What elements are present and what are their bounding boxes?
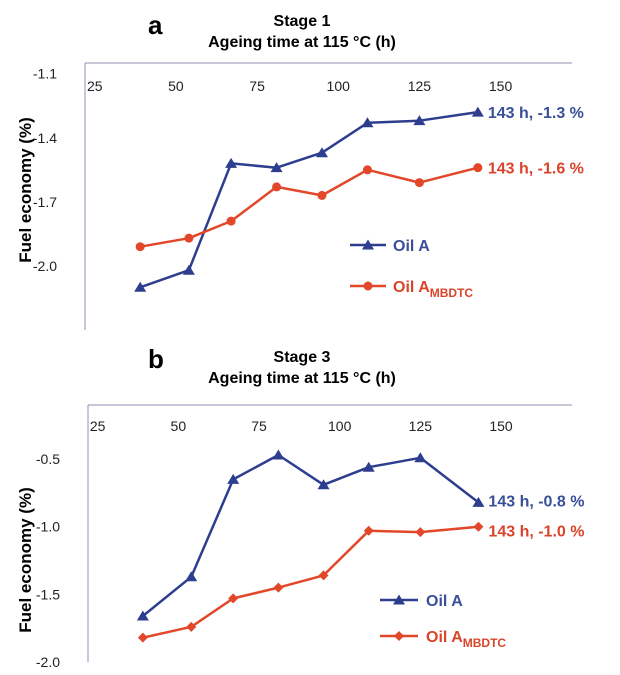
data-point-marker: [182, 264, 195, 275]
legend-label: Oil AMBDTC: [426, 629, 506, 650]
x-tick-label: 75: [251, 418, 267, 434]
data-point-marker: [363, 525, 374, 536]
series-layer: 143 h, -0.8 % 143 h, -1.0 %: [136, 449, 584, 643]
legend-label: Oil A: [426, 593, 463, 610]
data-point-marker: [317, 190, 327, 200]
legend-triangle-marker: [362, 239, 374, 250]
data-point-marker: [137, 632, 148, 643]
data-point-marker: [186, 621, 197, 632]
x-tick-label: 150: [489, 418, 513, 434]
x-tick-label: 25: [90, 418, 106, 434]
y-axis-label: Fuel economy (%): [16, 487, 35, 632]
data-point-marker: [226, 216, 236, 226]
data-point-marker: [471, 106, 484, 117]
panel-a: a Stage 1 Ageing time at 115 °C (h) Fuel…: [16, 10, 584, 330]
y-axis-label: Fuel economy (%): [16, 117, 35, 262]
y-ticks: -0.5 -1.0 -1.5 -2.0: [36, 451, 60, 670]
x-tick-label: 100: [327, 78, 351, 94]
y-tick-label: -1.5: [36, 586, 60, 602]
end-value-label: 143 h, -0.8 %: [488, 493, 584, 510]
y-ticks: -1.1 -1.4 -1.7 -2.0: [33, 66, 57, 274]
series-line: [139, 166, 479, 248]
y-tick-label: -0.5: [36, 451, 60, 467]
legend-triangle-marker: [393, 594, 405, 605]
data-point-marker: [317, 479, 330, 490]
y-tick-label: -1.4: [33, 130, 57, 146]
panel-b: b Stage 3 Ageing time at 115 °C (h) Fuel…: [16, 344, 584, 670]
data-point-marker: [362, 461, 375, 472]
data-point-marker: [414, 452, 427, 463]
series-line: [139, 110, 478, 289]
x-ticks: 25 50 75 100 125 150: [87, 78, 513, 94]
x-ticks: 25 50 75 100 125 150: [90, 418, 513, 434]
x-tick-label: 25: [87, 78, 103, 94]
panel-letter: a: [148, 10, 163, 40]
data-point-marker: [184, 233, 194, 243]
data-point-marker: [272, 182, 282, 192]
end-value-label: 143 h, -1.6 %: [488, 161, 584, 178]
x-tick-label: 75: [249, 78, 265, 94]
data-point-marker: [414, 178, 424, 188]
legend-circle-marker: [363, 281, 373, 291]
legend-diamond-marker: [394, 631, 404, 641]
panel-letter: b: [148, 344, 164, 374]
x-tick-label: 125: [408, 78, 432, 94]
data-point-marker: [135, 242, 145, 252]
data-point-marker: [225, 157, 238, 168]
end-value-label: 143 h, -1.0 %: [488, 524, 584, 541]
legend-item-oil-a: Oil A: [380, 593, 463, 610]
end-value-label: 143 h, -1.3 %: [488, 105, 584, 122]
data-point-marker: [362, 165, 372, 175]
legend-item-oil-a: Oil A: [350, 238, 430, 255]
legend-label: Oil A: [393, 238, 430, 255]
legend: Oil A Oil AMBDTC: [350, 238, 473, 300]
legend-item-oil-a-mbdtc: Oil AMBDTC: [380, 629, 506, 650]
x-tick-label: 150: [489, 78, 513, 94]
series-layer: 143 h, -1.3 % 143 h, -1.6 %: [134, 105, 584, 292]
data-point-marker: [472, 496, 485, 507]
chart-subtitle: Ageing time at 115 °C (h): [208, 34, 396, 51]
series-line: [142, 453, 480, 617]
data-point-marker: [318, 570, 329, 581]
data-point-marker: [415, 527, 426, 538]
data-point-marker: [136, 610, 149, 621]
y-tick-label: -2.0: [36, 654, 60, 670]
legend-label: Oil AMBDTC: [393, 279, 473, 300]
data-point-marker: [316, 147, 329, 158]
chart-subtitle: Ageing time at 115 °C (h): [208, 370, 396, 387]
data-point-marker: [473, 521, 484, 532]
data-point-marker: [473, 163, 483, 173]
chart-title: Stage 1: [274, 13, 331, 30]
data-point-marker: [228, 593, 239, 604]
y-tick-label: -1.7: [33, 194, 57, 210]
legend-item-oil-a-mbdtc: Oil AMBDTC: [350, 279, 473, 300]
x-tick-label: 125: [409, 418, 433, 434]
chart-title: Stage 3: [274, 349, 331, 366]
x-tick-label: 100: [328, 418, 352, 434]
y-tick-label: -1.1: [33, 66, 57, 82]
data-point-marker: [185, 571, 198, 582]
series-line: [142, 525, 479, 639]
data-point-marker: [272, 449, 285, 460]
data-point-marker: [413, 115, 426, 126]
x-tick-label: 50: [171, 418, 187, 434]
data-point-marker: [227, 473, 240, 484]
legend: Oil A Oil AMBDTC: [380, 593, 506, 650]
y-tick-label: -1.0: [36, 519, 60, 535]
data-point-marker: [134, 281, 147, 292]
data-point-marker: [273, 582, 284, 593]
y-tick-label: -2.0: [33, 258, 57, 274]
x-tick-label: 50: [168, 78, 184, 94]
data-point-marker: [361, 117, 374, 128]
data-point-marker: [270, 162, 283, 173]
